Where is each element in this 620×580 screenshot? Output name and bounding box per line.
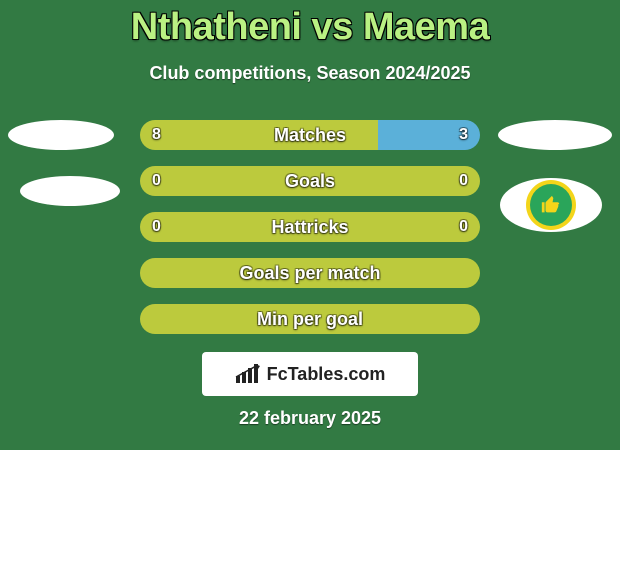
bar-chart-icon (235, 364, 261, 384)
fctables-logo[interactable]: FcTables.com (202, 352, 418, 396)
stat-rows: Matches83Goals00Hattricks00Goals per mat… (140, 120, 480, 350)
stat-row: Hattricks0 0 (140, 212, 480, 242)
team-badge-right (500, 178, 602, 232)
stat-label: Min per goal (140, 304, 480, 334)
player-left-ellipse-1 (8, 120, 114, 150)
stat-label: Hattricks (140, 212, 480, 242)
page-title: Nthatheni vs Maema (0, 0, 620, 49)
stat-value-left: 8 (152, 120, 161, 150)
stat-value-right: 0 (459, 212, 468, 242)
date-label: 22 february 2025 (0, 408, 620, 429)
player-left-ellipse-2 (20, 176, 120, 206)
team-badge-ring (526, 180, 576, 230)
player-right-ellipse-1 (498, 120, 612, 150)
stat-label: Goals per match (140, 258, 480, 288)
stat-label: Goals (140, 166, 480, 196)
stat-row: Matches8 3 (140, 120, 480, 150)
subtitle: Club competitions, Season 2024/2025 (0, 63, 620, 84)
team-badge-core (530, 184, 572, 226)
stat-row: Min per goal (140, 304, 480, 334)
stat-row: Goals0 0 (140, 166, 480, 196)
stat-value-left: 0 (152, 212, 161, 242)
comparison-panel: Nthatheni vs Maema Club competitions, Se… (0, 0, 620, 450)
stat-row: Goals per match (140, 258, 480, 288)
fctables-logo-text: FcTables.com (267, 364, 386, 385)
stat-value-right: 0 (459, 166, 468, 196)
thumbs-up-icon (540, 194, 562, 216)
stat-label: Matches (140, 120, 480, 150)
stat-value-right: 3 (459, 120, 468, 150)
stat-value-left: 0 (152, 166, 161, 196)
